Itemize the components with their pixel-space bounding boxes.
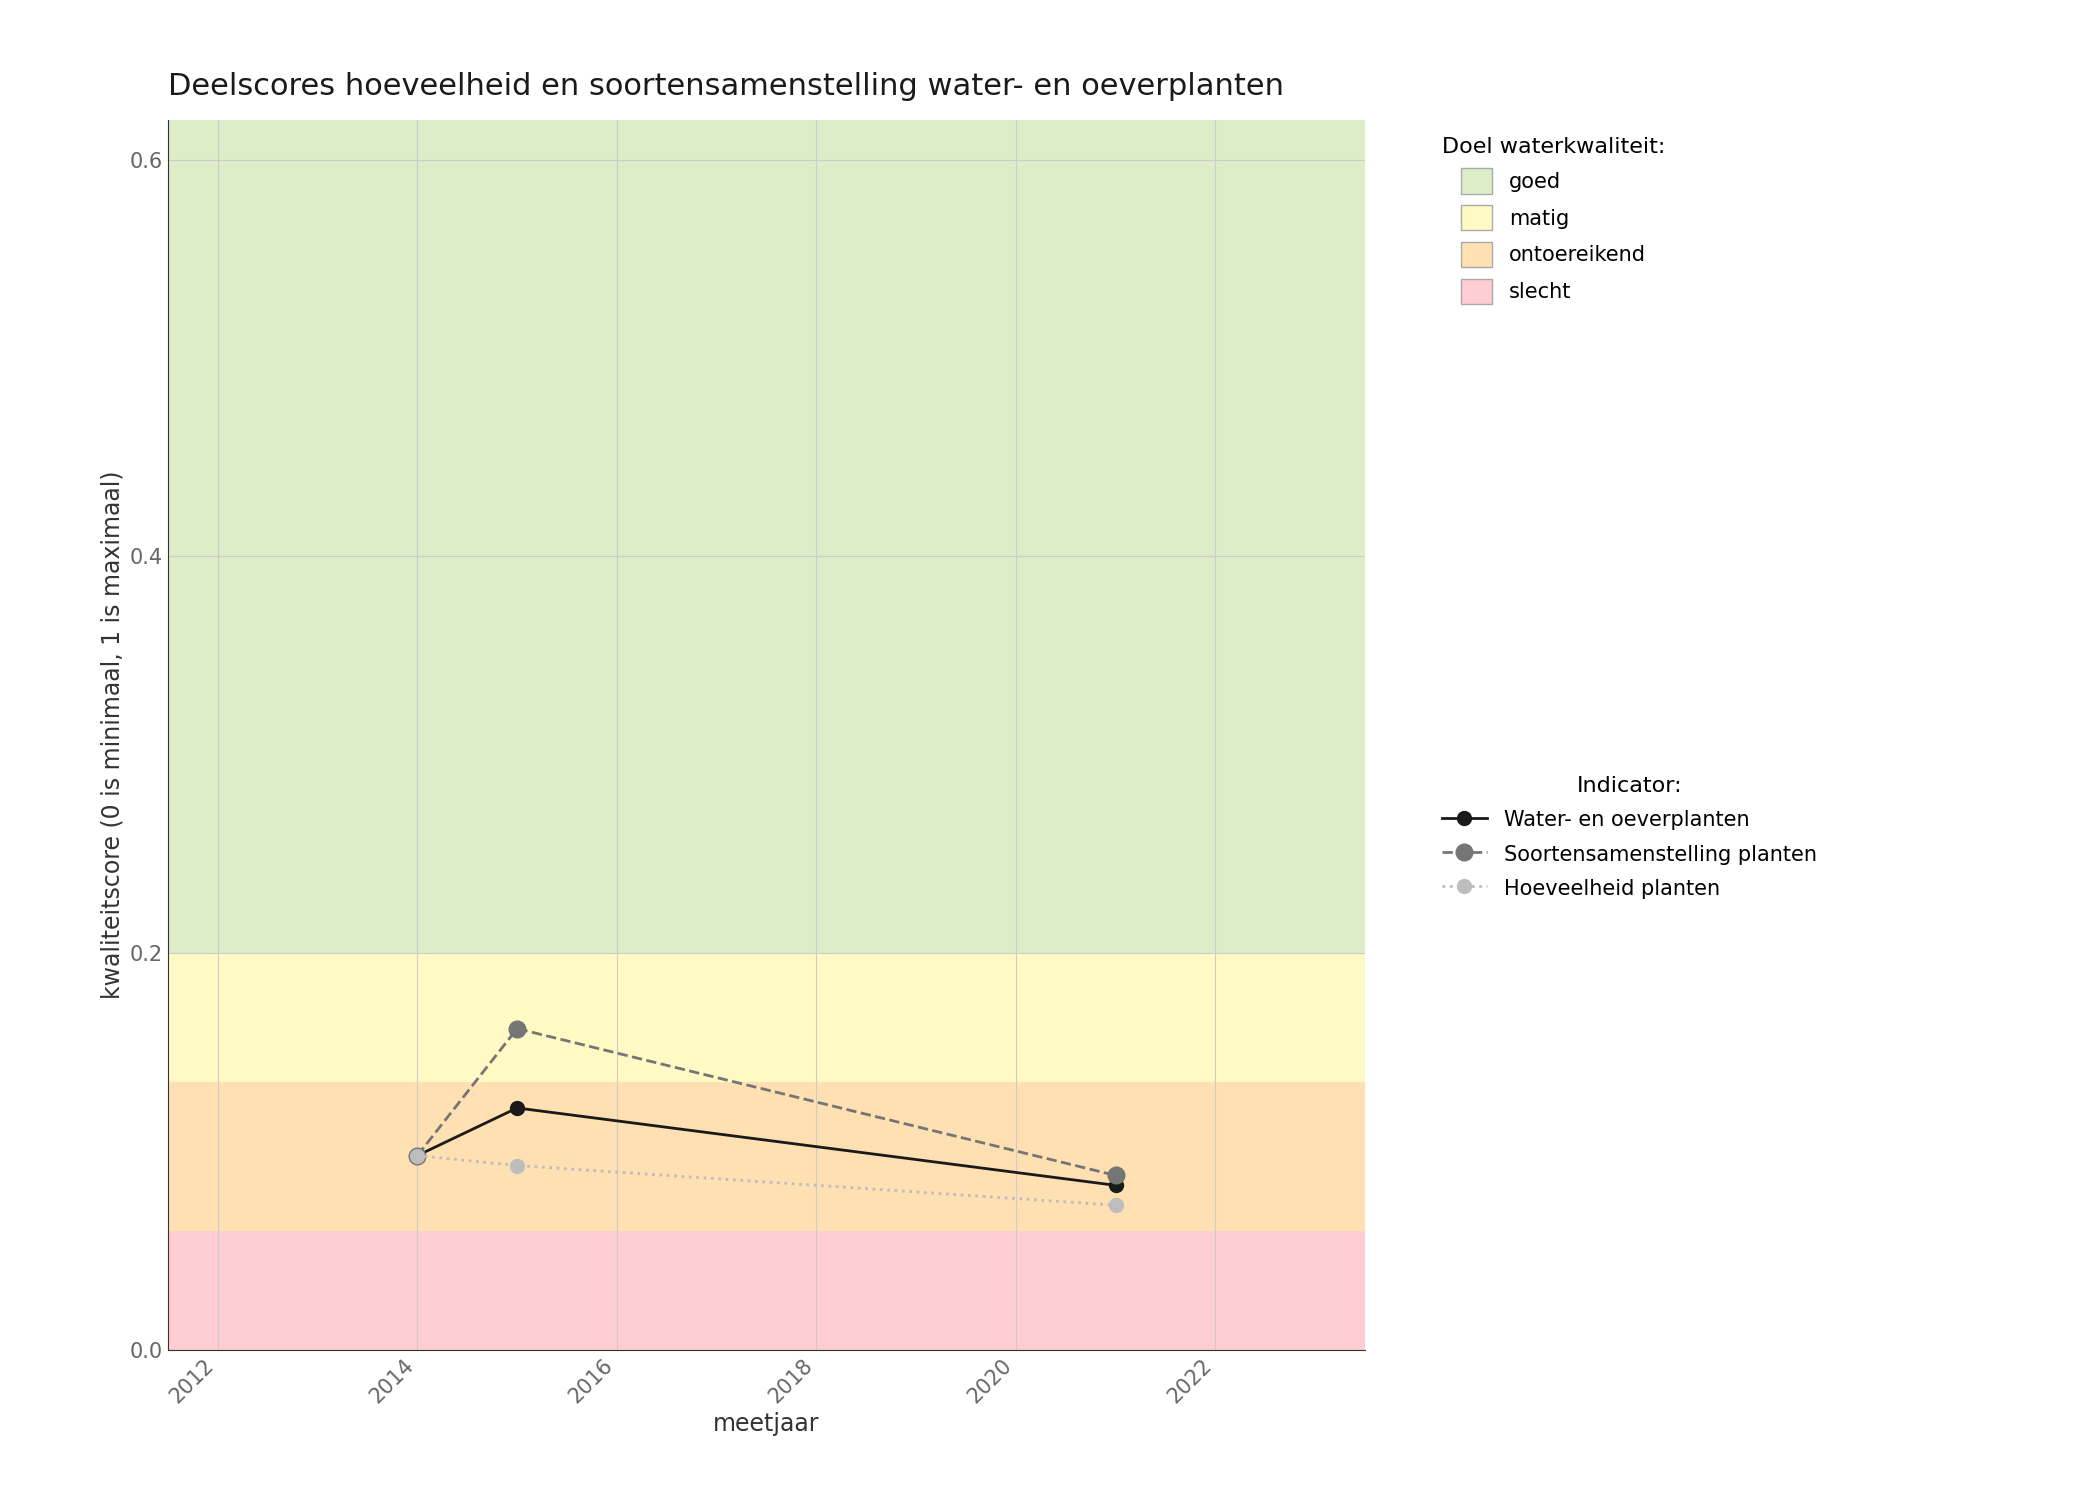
Line: Hoeveelheid planten: Hoeveelheid planten bbox=[410, 1149, 1124, 1212]
Soortensamenstelling planten bbox=[1102, 1167, 1128, 1185]
Water- en oeverplanten bbox=[1102, 1176, 1128, 1194]
Bar bbox=[168, 120, 1365, 953]
Water- en oeverplanten bbox=[504, 1100, 529, 1118]
Bar bbox=[168, 1082, 1365, 1232]
Soortensamenstelling planten bbox=[504, 1020, 529, 1038]
Soortensamenstelling planten bbox=[405, 1146, 430, 1164]
Text: Deelscores hoeveelheid en soortensamenstelling water- en oeverplanten: Deelscores hoeveelheid en soortensamenst… bbox=[168, 72, 1283, 100]
Line: Water- en oeverplanten: Water- en oeverplanten bbox=[410, 1101, 1124, 1192]
Hoeveelheid planten bbox=[1102, 1196, 1128, 1214]
Bar bbox=[168, 952, 1365, 1082]
Line: Soortensamenstelling planten: Soortensamenstelling planten bbox=[410, 1020, 1124, 1184]
Water- en oeverplanten bbox=[405, 1146, 430, 1164]
Hoeveelheid planten bbox=[405, 1146, 430, 1164]
X-axis label: meetjaar: meetjaar bbox=[714, 1412, 819, 1436]
Y-axis label: kwaliteitscore (0 is minimaal, 1 is maximaal): kwaliteitscore (0 is minimaal, 1 is maxi… bbox=[101, 471, 124, 999]
Bar bbox=[168, 1232, 1365, 1350]
Legend: Water- en oeverplanten, Soortensamenstelling planten, Hoeveelheid planten: Water- en oeverplanten, Soortensamenstel… bbox=[1434, 770, 1823, 904]
Hoeveelheid planten bbox=[504, 1156, 529, 1174]
